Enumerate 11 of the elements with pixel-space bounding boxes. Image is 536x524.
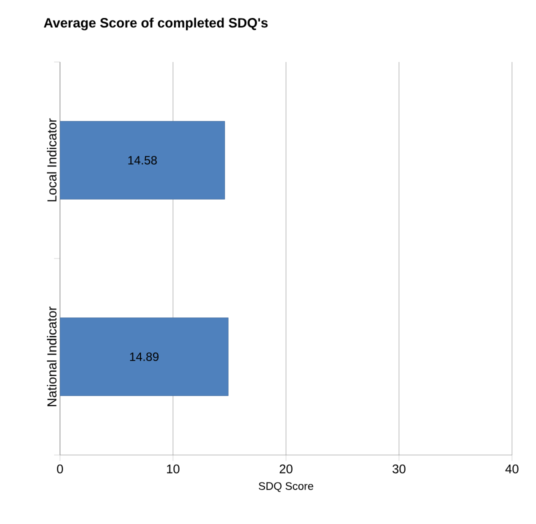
y-tick-label: National Indicator bbox=[46, 306, 56, 406]
x-tick-label: 30 bbox=[392, 464, 406, 474]
y-tick-label: Local Indicator bbox=[46, 118, 56, 202]
chart-title: Average Score of completed SDQ's bbox=[44, 18, 268, 30]
data-label: 14.58 bbox=[128, 156, 157, 164]
x-axis-title: SDQ Score bbox=[258, 482, 314, 492]
x-tick-label: 10 bbox=[167, 464, 180, 474]
data-label: 14.89 bbox=[130, 352, 159, 361]
x-tick-label: 40 bbox=[505, 464, 518, 474]
x-tick-label: 0 bbox=[57, 464, 63, 474]
x-tick-label: 20 bbox=[280, 464, 292, 474]
